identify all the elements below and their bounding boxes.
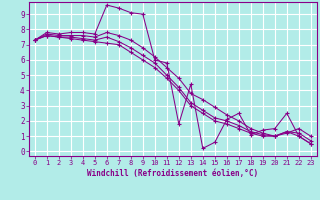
X-axis label: Windchill (Refroidissement éolien,°C): Windchill (Refroidissement éolien,°C): [87, 169, 258, 178]
